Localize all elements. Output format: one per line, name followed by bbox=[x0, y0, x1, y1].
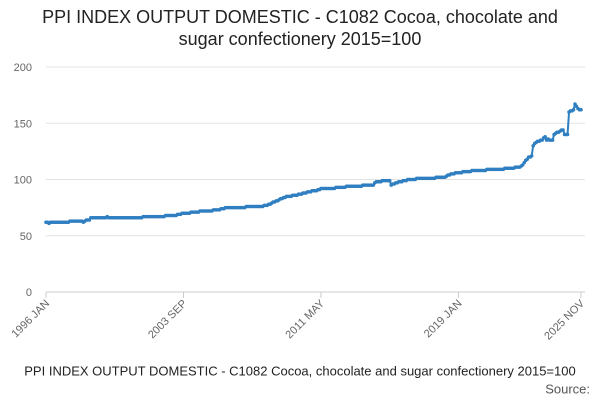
data-point bbox=[550, 138, 555, 142]
x-tick-label: 2019 JAN bbox=[422, 298, 465, 341]
y-tick-label: 100 bbox=[14, 175, 32, 187]
data-point bbox=[561, 128, 565, 132]
x-tick-label: 2011 MAY bbox=[283, 297, 327, 341]
y-tick-label: 150 bbox=[14, 118, 32, 130]
data-point bbox=[387, 178, 392, 183]
y-tick-label: 50 bbox=[20, 231, 32, 243]
y-tick-label: 0 bbox=[26, 287, 32, 299]
x-tick-label: 2025 NOV bbox=[542, 297, 587, 342]
data-line bbox=[46, 101, 581, 225]
footer-title: PPI INDEX OUTPUT DOMESTIC - C1082 Cocoa,… bbox=[24, 363, 575, 378]
data-point bbox=[579, 107, 583, 112]
x-tick-label: 1996 JAN bbox=[9, 298, 52, 341]
y-tick-label: 200 bbox=[14, 62, 32, 74]
data-point bbox=[565, 132, 570, 137]
chart-title: PPI INDEX OUTPUT DOMESTIC - C1082 Cocoa,… bbox=[42, 7, 558, 49]
source: Source: bbox=[545, 381, 590, 396]
data-point bbox=[571, 107, 576, 112]
x-tick-label: 2003 SEP bbox=[146, 298, 190, 342]
data-point bbox=[543, 134, 547, 139]
data-point bbox=[529, 154, 534, 158]
